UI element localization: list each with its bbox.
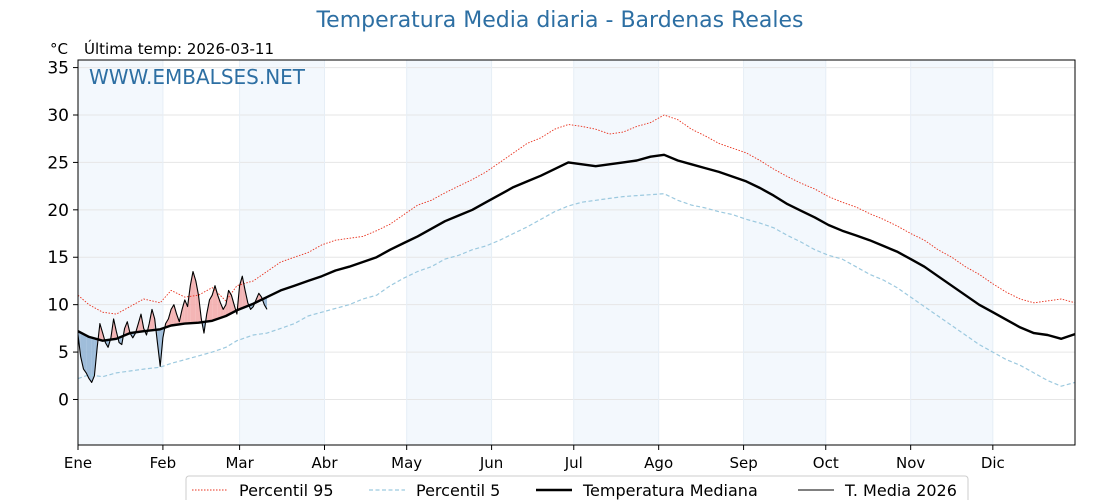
x-tick-label: Abr <box>312 454 339 472</box>
fill-above-median <box>152 309 155 331</box>
fill-above-median <box>193 271 196 324</box>
legend-box <box>185 475 969 500</box>
x-tick-label: Dic <box>981 454 1005 472</box>
y-tick-label: 15 <box>47 248 69 268</box>
y-tick-label: 35 <box>47 59 69 79</box>
fill-above-median <box>171 304 174 326</box>
legend-label-0: Percentil 95 <box>239 481 334 500</box>
fill-below-median <box>264 297 267 310</box>
fill-above-median <box>182 299 185 324</box>
y-tick-label: 0 <box>58 390 69 410</box>
fill-above-median <box>124 321 128 336</box>
y-unit-label: °C <box>50 40 68 58</box>
x-tick-label: Nov <box>896 454 925 472</box>
watermark-text: WWW.EMBALSES.NET <box>89 65 306 89</box>
fill-below-median <box>91 337 95 383</box>
fill-above-median <box>173 304 177 326</box>
x-tick-label: Jun <box>479 454 503 472</box>
fill-above-median <box>209 295 213 322</box>
fill-above-median <box>231 295 235 314</box>
y-tick-label: 25 <box>47 153 69 173</box>
legend-label-1: Percentil 5 <box>416 481 500 500</box>
fill-below-median <box>89 336 92 383</box>
x-tick-label: Sep <box>729 454 757 472</box>
month-band <box>78 60 163 445</box>
last-temp-label: Última temp: 2026-03-11 <box>84 40 275 58</box>
chart-title: Temperatura Media diaria - Bardenas Real… <box>316 8 804 33</box>
x-tick-label: Ago <box>644 454 673 472</box>
x-tick-label: Jul <box>564 454 583 472</box>
plot-frame <box>77 59 1076 446</box>
x-tick-label: Feb <box>150 454 177 472</box>
series-line-2 <box>77 153 1076 342</box>
x-tick-label: Mar <box>225 454 254 472</box>
fill-below-median <box>204 314 207 334</box>
x-tick-label: Ene <box>64 454 92 472</box>
legend-label-3: T. Media 2026 <box>844 481 957 500</box>
y-tick-label: 20 <box>47 201 69 221</box>
month-band <box>239 60 325 445</box>
fill-above-median <box>195 280 199 323</box>
y-tick-label: 5 <box>58 343 69 363</box>
y-tick-label: 10 <box>47 296 69 316</box>
x-tick-label: Oct <box>813 454 839 472</box>
fill-below-median <box>83 334 87 373</box>
fill-below-median <box>86 335 89 379</box>
fill-above-median <box>242 276 246 309</box>
fill-above-median <box>223 304 226 317</box>
x-tick-label: May <box>391 454 422 472</box>
legend-label-2: Temperatura Mediana <box>582 481 758 500</box>
fill-above-median <box>220 302 224 318</box>
series-line-3 <box>77 270 268 383</box>
month-band <box>910 60 993 445</box>
month-band <box>406 60 492 445</box>
fill-above-median <box>138 314 141 332</box>
y-tick-label: 30 <box>47 106 69 126</box>
series-line-0 <box>77 114 1076 315</box>
fill-below-median <box>80 332 84 370</box>
month-band <box>573 60 659 445</box>
month-band <box>743 60 826 445</box>
